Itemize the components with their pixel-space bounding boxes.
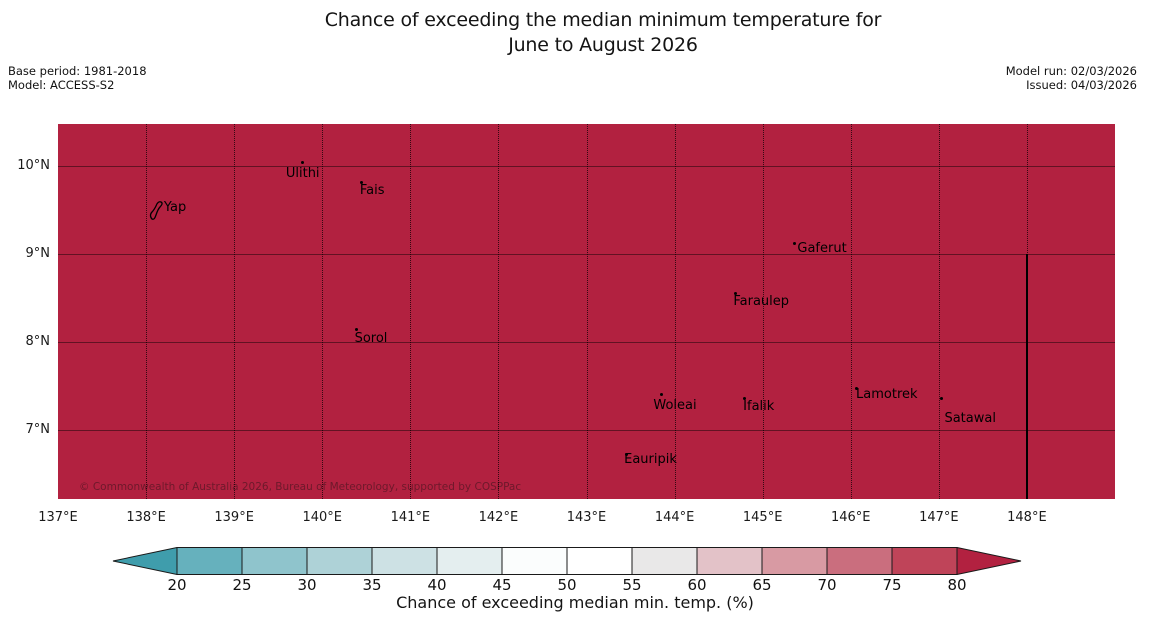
colorbar-segment-75-80: [891, 547, 958, 575]
lat-tick-label-9: 9°N: [25, 246, 51, 262]
island-marker-lamotrek: [854, 387, 858, 391]
lon-tick-label-140: 140°E: [302, 510, 343, 525]
lat-tick-label-7: 7°N: [25, 422, 51, 438]
gridline-lon-144: [674, 124, 676, 499]
gridline-lon-146: [850, 124, 852, 499]
colorbar-tick-55: 55: [622, 576, 642, 594]
colorbar-tick-60: 60: [687, 576, 707, 594]
model-run-text: Model run: 02/03/2026: [1005, 64, 1137, 78]
colorbar-segment-50-55: [566, 547, 633, 575]
title-line2: June to August 2026: [508, 34, 698, 56]
lat-tick-label-10: 10°N: [17, 158, 50, 174]
title-line1: Chance of exceeding the median minimum t…: [324, 9, 882, 31]
gridline-lon-140: [322, 124, 324, 499]
colorbar-arrow-under: [112, 547, 178, 575]
colorbar-axis-label: Chance of exceeding median min. temp. (%…: [396, 593, 754, 612]
gridline-lon-145: [762, 124, 764, 499]
colorbar-segment-20-25: [176, 547, 243, 575]
island-marker-eauripik: [624, 453, 628, 457]
map-canvas: © Commonwealth of Australia 2026, Bureau…: [58, 124, 1115, 499]
island-label-faraulep: Faraulep: [733, 294, 790, 309]
colorbar-segment-60-65: [696, 547, 763, 575]
colorbar-segment-70-75: [826, 547, 893, 575]
colorbar-segment-65-70: [761, 547, 828, 575]
island-marker-gaferut: [792, 242, 796, 246]
colorbar-tick-40: 40: [427, 576, 447, 594]
lon-tick-label-145: 145°E: [742, 510, 783, 525]
base-period-text: Base period: 1981-2018: [8, 64, 147, 78]
lon-tick-label-144: 144°E: [654, 510, 695, 525]
gridline-lon-147: [938, 124, 940, 499]
colorbar-segment-55-60: [631, 547, 698, 575]
gridline-lon-141: [410, 124, 412, 499]
meridian-boundary-line: [1025, 254, 1028, 499]
lon-tick-label-146: 146°E: [830, 510, 871, 525]
island-label-ifalik: Ifalik: [743, 398, 775, 414]
island-label-lamotrek: Lamotrek: [856, 386, 918, 402]
lon-tick-label-142: 142°E: [478, 510, 519, 525]
page-title: Chance of exceeding the median minimum t…: [0, 8, 1150, 58]
run-info-left: Base period: 1981-2018 Model: ACCESS-S2: [8, 64, 147, 92]
colorbar: [112, 547, 1022, 575]
issued-text: Issued: 04/03/2026: [1026, 78, 1137, 92]
island-marker-woleai: [659, 392, 663, 396]
colorbar-segment-45-50: [501, 547, 568, 575]
lon-tick-label-143: 143°E: [566, 510, 607, 525]
lon-tick-label-148: 148°E: [1007, 510, 1047, 525]
lon-tick-label-137: 137°E: [38, 510, 78, 525]
island-label-gaferut: Gaferut: [797, 240, 847, 256]
lon-tick-label-139: 139°E: [214, 510, 254, 525]
colorbar-tick-50: 50: [557, 576, 577, 594]
gridline-lon-139: [234, 124, 236, 499]
colorbar-tick-35: 35: [362, 576, 382, 594]
colorbar-tick-20: 20: [167, 576, 187, 594]
colorbar-segment-25-30: [241, 547, 308, 575]
lon-tick-label-138: 138°E: [126, 510, 166, 525]
lat-tick-label-8: 8°N: [25, 334, 51, 350]
gridline-lon-142: [498, 124, 500, 499]
island-label-eauripik: Eauripik: [624, 451, 677, 467]
island-label-fais: Fais: [359, 182, 385, 198]
island-marker-ulithi: [301, 161, 305, 165]
island-label-woleai: Woleai: [653, 398, 697, 414]
colorbar-tick-45: 45: [492, 576, 512, 594]
colorbar-arrow-over: [956, 547, 1022, 575]
colorbar-tick-75: 75: [882, 576, 902, 594]
island-marker-fais: [360, 181, 364, 185]
island-marker-ifalik: [742, 397, 746, 401]
island-marker-faraulep: [733, 291, 737, 295]
island-label-sorol: Sorol: [354, 330, 388, 346]
gridline-lon-143: [586, 124, 588, 499]
island-label-satawal: Satawal: [944, 410, 996, 426]
run-info-right: Model run: 02/03/2026 Issued: 04/03/2026: [1006, 64, 1137, 92]
colorbar-tick-65: 65: [752, 576, 772, 594]
colorbar-tick-70: 70: [817, 576, 837, 594]
colorbar-segment-35-40: [371, 547, 438, 575]
island-shape-icon: [149, 200, 163, 220]
island-label-ulithi: Ulithi: [285, 165, 320, 181]
island-marker-satawal: [939, 397, 943, 401]
colorbar-tick-25: 25: [232, 576, 252, 594]
island-label-yap: Yap: [163, 199, 187, 215]
lon-tick-label-141: 141°E: [390, 510, 431, 525]
island-marker-sorol: [355, 328, 359, 332]
model-text: Model: ACCESS-S2: [8, 78, 115, 92]
colorbar-tick-30: 30: [297, 576, 317, 594]
island-marker-yap: [148, 199, 166, 225]
colorbar-segment-40-45: [436, 547, 503, 575]
colorbar-tick-80: 80: [947, 576, 967, 594]
lon-tick-label-147: 147°E: [919, 510, 959, 525]
gridline-lon-138: [146, 124, 148, 499]
colorbar-segment-30-35: [306, 547, 373, 575]
